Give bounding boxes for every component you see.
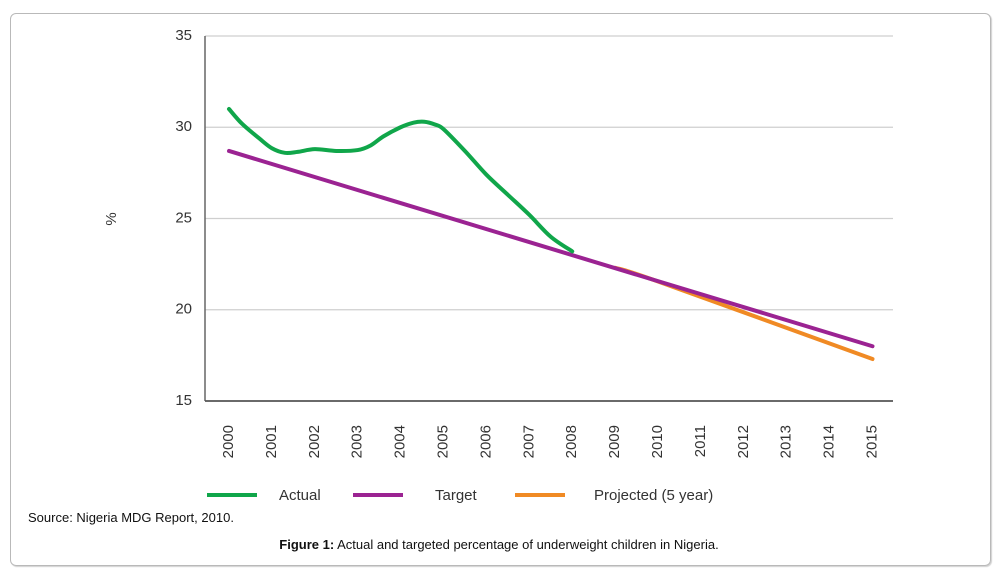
- source-note: Source: Nigeria MDG Report, 2010.: [28, 510, 234, 525]
- y-tick-label: 25: [175, 209, 192, 226]
- figure-caption: Figure 1: Actual and targeted percentage…: [0, 537, 998, 552]
- y-tick-label: 35: [175, 27, 192, 44]
- x-tick-label: 2015: [863, 425, 880, 458]
- legend-label-target: Target: [435, 487, 478, 504]
- y-tick-label: 30: [175, 118, 192, 135]
- x-tick-labels: 2000 2001 2002 2003 2004 2005 2006 2007 2008 2009…: [220, 425, 881, 458]
- gridlines: [205, 35, 893, 311]
- x-tick-label: 2008: [563, 425, 580, 458]
- x-tick-label: 2012: [735, 425, 752, 458]
- legend-label-projected: Projected (5 year): [594, 487, 713, 504]
- axes: [204, 36, 893, 402]
- legend-label-actual: Actual: [279, 487, 321, 504]
- x-tick-label: 2004: [392, 425, 409, 458]
- x-tick-label: 2001: [263, 425, 280, 458]
- x-tick-label: 2014: [821, 425, 838, 458]
- y-tick-label: 20: [175, 301, 192, 318]
- x-tick-label: 2006: [477, 425, 494, 458]
- x-tick-label: 2010: [649, 425, 666, 458]
- x-tick-label: 2013: [778, 425, 795, 458]
- figure-frame: [10, 13, 991, 566]
- x-tick-label: 2007: [520, 425, 537, 458]
- x-tick-label: 2002: [306, 425, 323, 458]
- series-lines: [227, 107, 875, 362]
- x-tick-label: 2011: [692, 425, 709, 457]
- x-tick-label: 2000: [220, 425, 237, 458]
- caption-text: Actual and targeted percentage of underw…: [334, 537, 719, 552]
- y-axis-label: %: [103, 212, 120, 225]
- legend: Actual Target Projected (5 year): [207, 487, 713, 504]
- y-tick-label: 15: [175, 392, 192, 409]
- series-line-target: [227, 148, 875, 349]
- x-tick-label: 2003: [349, 425, 366, 458]
- x-tick-label: 2009: [606, 425, 623, 458]
- series-line-actual: [227, 107, 575, 254]
- caption-label: Figure 1:: [279, 537, 335, 552]
- x-tick-label: 2005: [434, 425, 451, 458]
- y-tick-labels: 15 20 25 30 35: [175, 27, 192, 409]
